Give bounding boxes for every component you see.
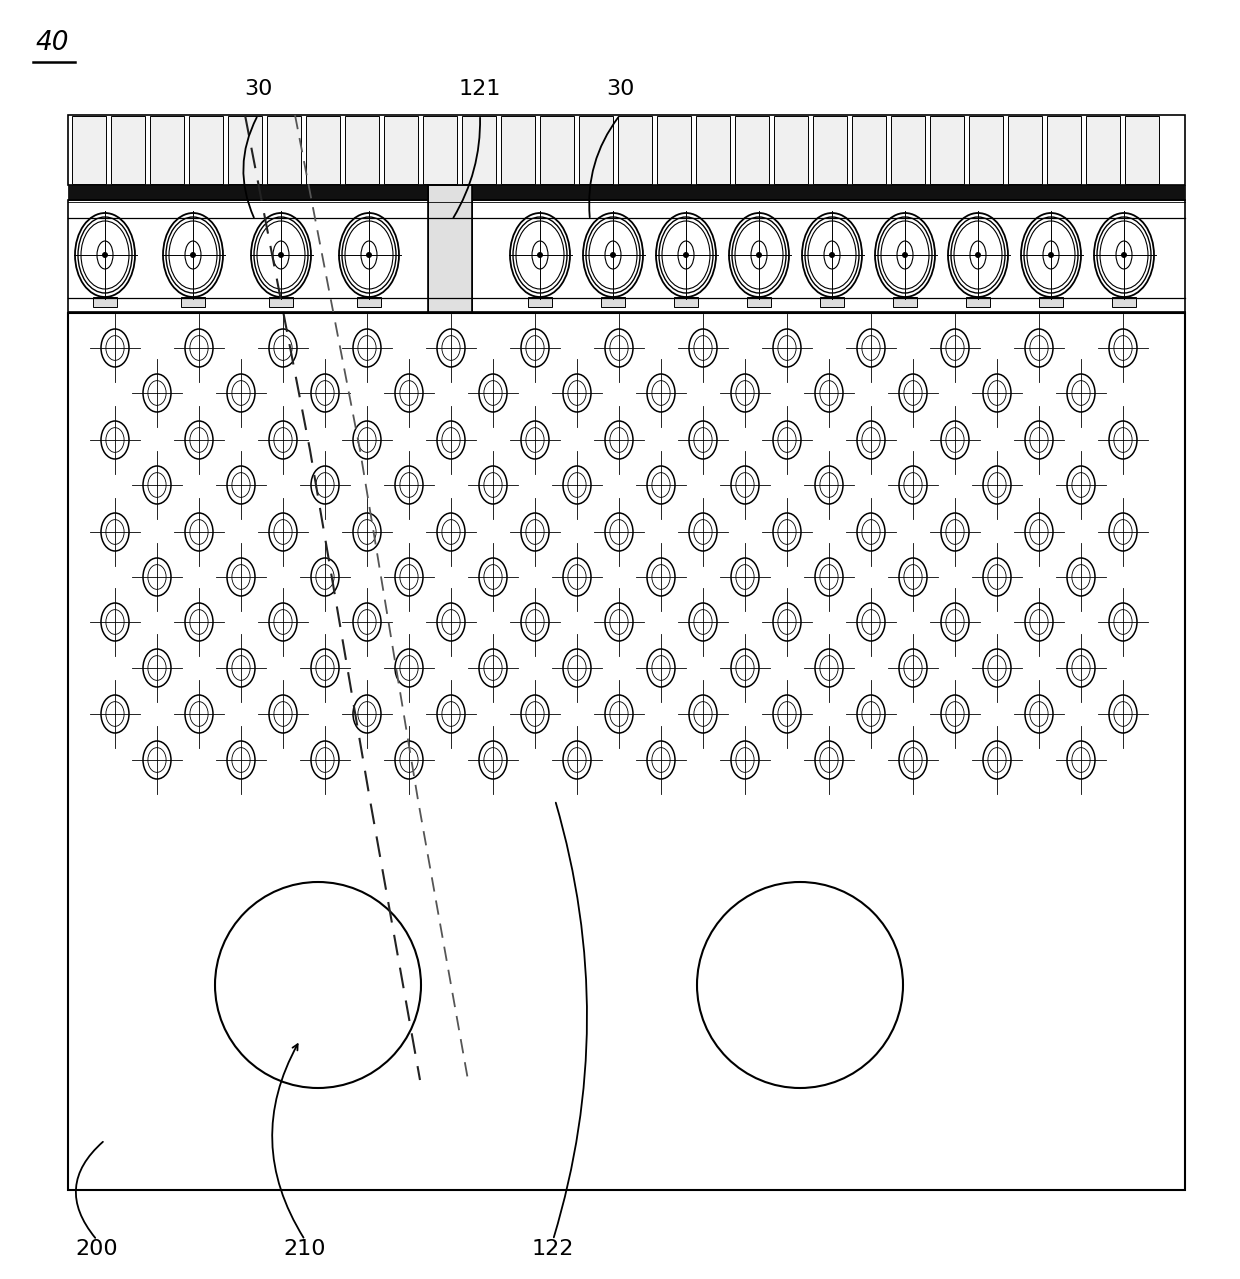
Bar	[813, 116, 847, 184]
Circle shape	[830, 252, 835, 258]
Text: 200: 200	[76, 1239, 118, 1259]
Bar	[579, 116, 613, 184]
Bar	[428, 185, 472, 313]
Bar	[966, 297, 990, 307]
Bar	[528, 297, 552, 307]
Circle shape	[1121, 252, 1127, 258]
Bar	[72, 116, 105, 184]
Bar	[893, 297, 918, 307]
Bar	[675, 297, 698, 307]
Circle shape	[610, 252, 616, 258]
Circle shape	[366, 252, 372, 258]
Bar	[181, 297, 205, 307]
Bar	[820, 297, 844, 307]
Bar	[1047, 116, 1081, 184]
Circle shape	[901, 252, 908, 258]
Bar	[852, 116, 887, 184]
Bar	[68, 115, 1185, 185]
Bar	[774, 116, 808, 184]
Text: 210: 210	[284, 1239, 326, 1259]
Text: 121: 121	[459, 79, 501, 98]
Bar	[68, 200, 1185, 313]
Bar	[267, 116, 301, 184]
Bar	[1086, 116, 1120, 184]
Bar	[112, 116, 145, 184]
Bar	[618, 116, 652, 184]
Bar	[188, 116, 223, 184]
Bar	[892, 116, 925, 184]
Bar	[463, 116, 496, 184]
Bar	[345, 116, 379, 184]
Circle shape	[683, 252, 689, 258]
Bar	[93, 297, 117, 307]
Bar	[657, 116, 691, 184]
Circle shape	[190, 252, 196, 258]
Circle shape	[975, 252, 981, 258]
Bar	[539, 116, 574, 184]
Bar	[384, 116, 418, 184]
Bar	[746, 297, 771, 307]
Bar	[501, 116, 534, 184]
Circle shape	[278, 252, 284, 258]
Text: 122: 122	[532, 1239, 574, 1259]
Bar	[1125, 116, 1159, 184]
Bar	[930, 116, 963, 184]
Bar	[306, 116, 340, 184]
Text: 30: 30	[606, 79, 634, 98]
Bar	[228, 116, 262, 184]
Bar	[150, 116, 184, 184]
Bar	[1039, 297, 1063, 307]
Bar	[68, 313, 1185, 1189]
Bar	[1112, 297, 1136, 307]
Text: 30: 30	[244, 79, 273, 98]
Bar	[968, 116, 1003, 184]
Circle shape	[102, 252, 108, 258]
Bar	[269, 297, 293, 307]
Bar	[1008, 116, 1042, 184]
Circle shape	[756, 252, 763, 258]
Circle shape	[537, 252, 543, 258]
Bar	[601, 297, 625, 307]
Bar	[357, 297, 381, 307]
Bar	[68, 185, 1185, 200]
Bar	[423, 116, 458, 184]
Circle shape	[1048, 252, 1054, 258]
Bar	[735, 116, 769, 184]
Text: 40: 40	[36, 29, 69, 56]
Bar	[696, 116, 730, 184]
